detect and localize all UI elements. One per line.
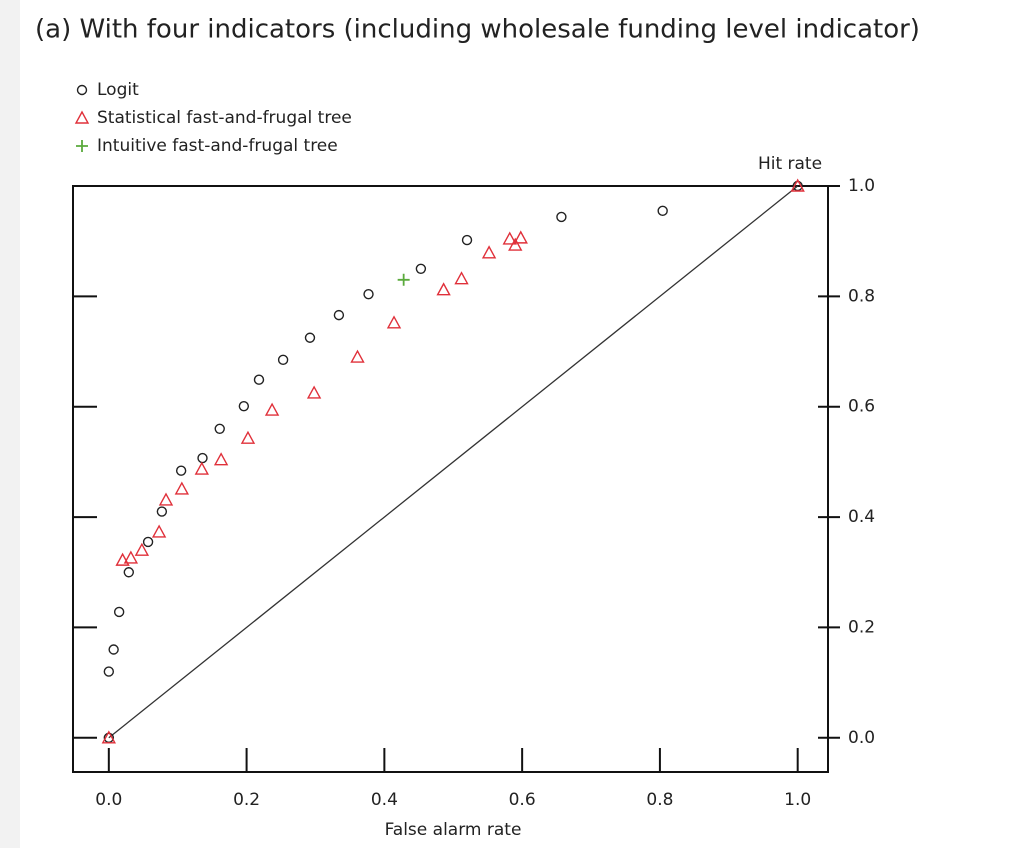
diagonal-line bbox=[108, 185, 799, 739]
data-point bbox=[415, 263, 427, 274]
data-point bbox=[436, 282, 451, 296]
x-tick-label: 1.0 bbox=[784, 790, 811, 810]
data-point bbox=[113, 606, 125, 618]
legend-label: Intuitive fast-and-frugal tree bbox=[97, 136, 338, 156]
data-point bbox=[214, 423, 225, 434]
data-point bbox=[123, 567, 134, 578]
data-point bbox=[156, 506, 168, 517]
data-point bbox=[253, 374, 265, 385]
data-point bbox=[134, 542, 150, 556]
data-point bbox=[158, 492, 174, 506]
page-border bbox=[0, 0, 20, 848]
data-point bbox=[397, 273, 410, 286]
data-point bbox=[502, 231, 517, 245]
data-point bbox=[115, 552, 130, 566]
x-tick-label: 0.0 bbox=[95, 790, 122, 810]
y-tick-label: 1.0 bbox=[848, 176, 875, 196]
data-point bbox=[103, 666, 115, 677]
data-point bbox=[277, 354, 289, 366]
data-point bbox=[508, 237, 523, 251]
legend-label: Logit bbox=[97, 80, 139, 100]
x-tick-label: 0.6 bbox=[509, 790, 536, 810]
data-point bbox=[657, 205, 668, 217]
data-point bbox=[304, 332, 316, 343]
data-point bbox=[363, 288, 374, 300]
x-axis-label: False alarm rate bbox=[385, 820, 522, 840]
data-point bbox=[454, 271, 469, 285]
data-point bbox=[194, 461, 209, 475]
legend-marker bbox=[74, 110, 90, 124]
data-point bbox=[101, 730, 117, 744]
data-point bbox=[175, 465, 187, 476]
y-tick-label: 0.6 bbox=[848, 397, 875, 417]
x-tick-label: 0.2 bbox=[233, 790, 260, 810]
data-point bbox=[513, 230, 528, 244]
data-point bbox=[306, 385, 322, 399]
x-tick-label: 0.8 bbox=[646, 790, 673, 810]
data-point bbox=[481, 245, 497, 259]
legend-marker bbox=[76, 140, 88, 152]
data-point bbox=[790, 178, 805, 192]
data-point bbox=[197, 452, 208, 464]
data-point bbox=[264, 402, 280, 416]
data-point bbox=[108, 644, 119, 655]
data-point bbox=[151, 524, 167, 538]
data-point bbox=[213, 452, 229, 466]
data-point bbox=[556, 211, 567, 223]
plot-frame bbox=[72, 185, 829, 773]
y-tick-label: 0.8 bbox=[848, 286, 875, 306]
data-point bbox=[142, 536, 154, 548]
legend-marker bbox=[76, 84, 88, 96]
y-tick-label: 0.0 bbox=[848, 728, 875, 748]
data-point bbox=[174, 481, 190, 495]
chart-title: (a) With four indicators (including whol… bbox=[35, 15, 920, 45]
data-point bbox=[240, 430, 256, 444]
legend-label: Statistical fast-and-frugal tree bbox=[97, 108, 352, 128]
data-point bbox=[350, 349, 365, 363]
y-axis-label: Hit rate bbox=[758, 154, 822, 174]
y-tick-label: 0.2 bbox=[848, 617, 875, 637]
data-point bbox=[238, 400, 250, 412]
data-point bbox=[123, 550, 139, 564]
y-tick-label: 0.4 bbox=[848, 507, 875, 527]
annotation-arrow bbox=[368, 57, 482, 230]
data-point bbox=[333, 309, 345, 321]
x-tick-label: 0.4 bbox=[371, 790, 398, 810]
data-point bbox=[461, 234, 473, 246]
data-point bbox=[386, 315, 402, 329]
